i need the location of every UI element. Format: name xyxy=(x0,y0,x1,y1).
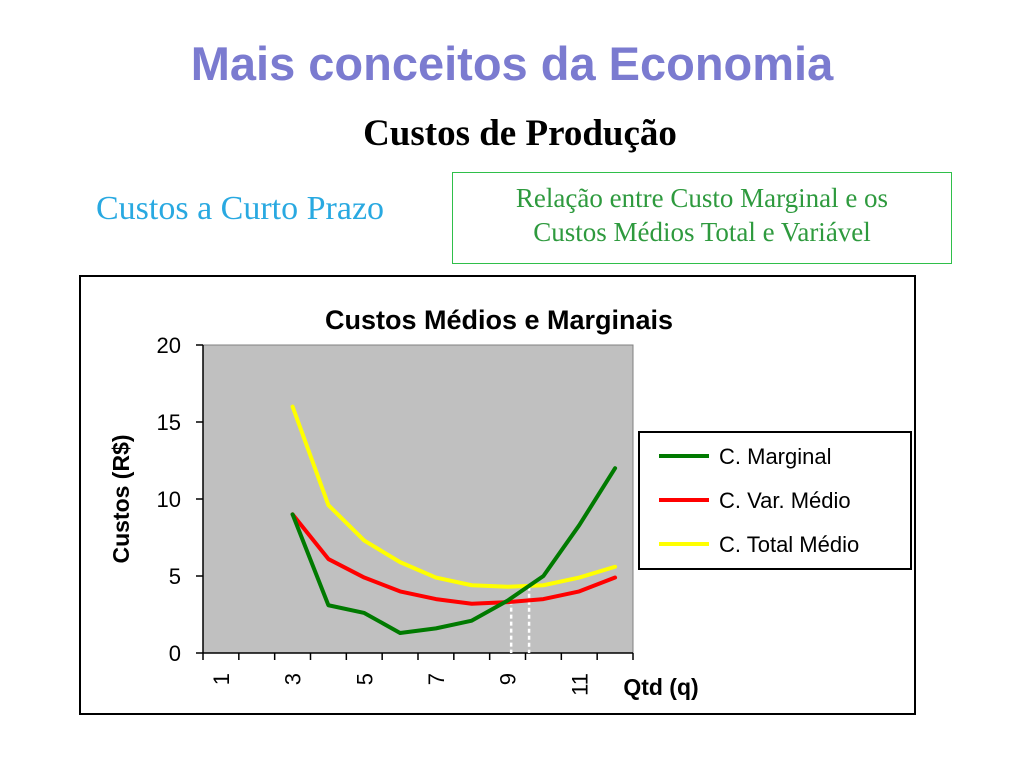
x-axis-label: Qtd (q) xyxy=(623,674,698,700)
chart-title: Custos Médios e Marginais xyxy=(325,305,673,335)
legend-label: C. Marginal xyxy=(719,444,831,469)
relation-line-2: Custos Médios Total e Variável xyxy=(533,217,871,247)
legend-label: C. Var. Médio xyxy=(719,488,851,513)
y-axis-label: Custos (R$) xyxy=(108,434,134,563)
x-tick-label: 11 xyxy=(567,673,592,696)
legend-label: C. Total Médio xyxy=(719,532,859,557)
slide-title: Mais conceitos da Economia xyxy=(190,37,834,90)
y-tick-label: 10 xyxy=(157,487,181,512)
chart-frame: Custos Médios e Marginais 0 5 10 15 20 1 3 5 7 9 11… xyxy=(79,275,916,715)
plot-area xyxy=(202,344,634,654)
relation-box: Relação entre Custo Marginal e os Custos… xyxy=(452,172,952,264)
x-tick-label: 3 xyxy=(281,673,306,685)
x-tick-label: 5 xyxy=(352,673,377,685)
y-tick-label: 15 xyxy=(157,410,181,435)
y-tick-label: 0 xyxy=(169,641,181,666)
series-line-c-var-m-dio xyxy=(290,512,618,606)
y-tick-label: 20 xyxy=(157,333,181,358)
x-tick-label: 7 xyxy=(424,673,449,685)
y-tick-label: 5 xyxy=(169,564,181,589)
x-tick-label: 9 xyxy=(496,673,521,685)
x-tick-label: 1 xyxy=(209,673,234,685)
series-line-c-total-m-dio xyxy=(290,404,618,589)
relation-line-1: Relação entre Custo Marginal e os xyxy=(515,183,889,213)
section-label: Custos a Curto Prazo xyxy=(96,190,385,227)
slide-subtitle: Custos de Produção xyxy=(363,113,677,154)
cost-chart: Custos Médios e Marginais 0 5 10 15 20 1 3 5 7 9 11… xyxy=(108,305,912,700)
series-line-c-marginal xyxy=(290,466,618,635)
